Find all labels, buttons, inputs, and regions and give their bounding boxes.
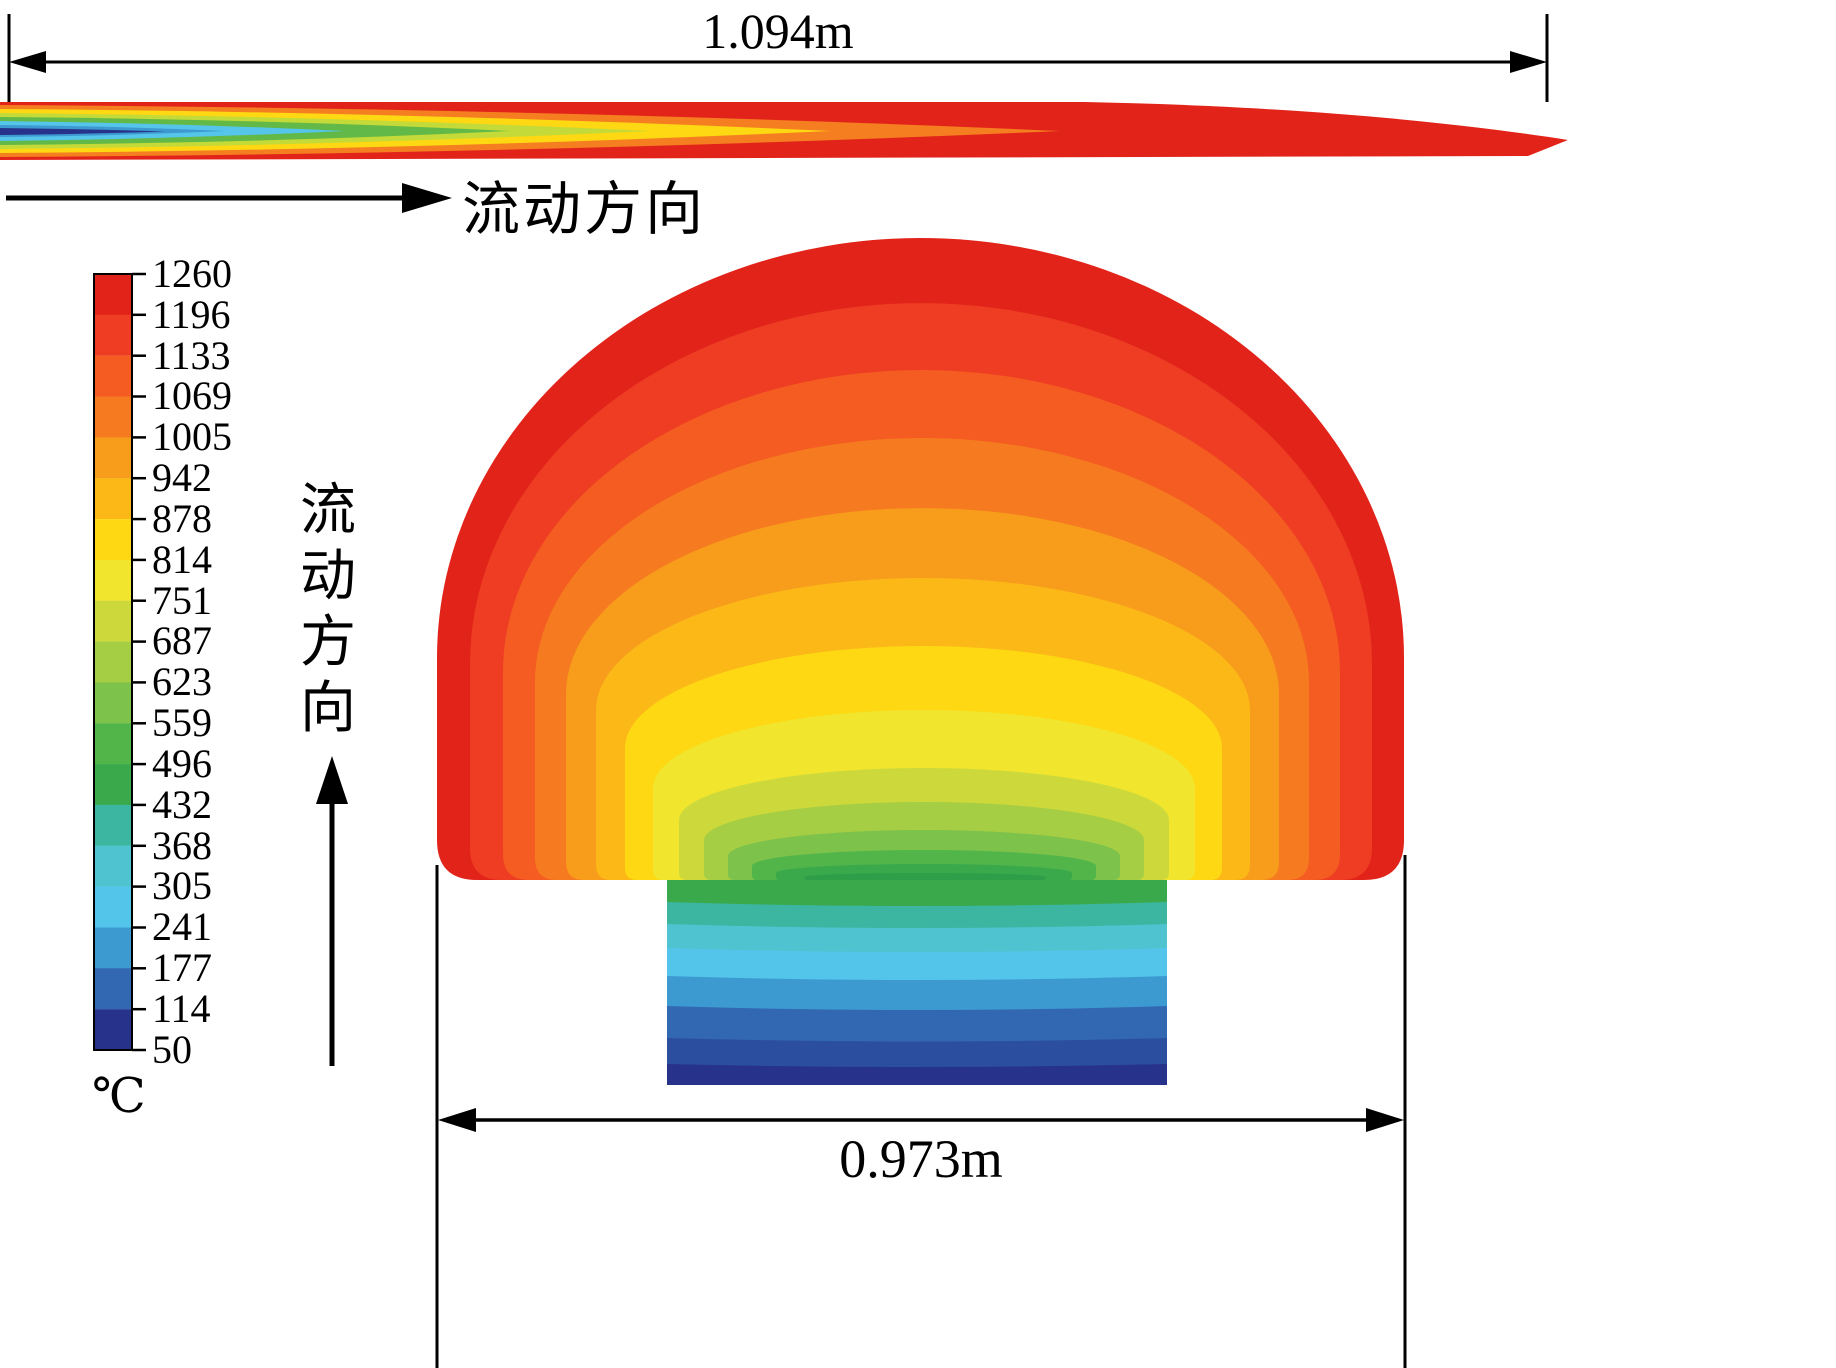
legend-tick-label: 751 [152,577,212,623]
arrowhead-right-icon [1366,1108,1404,1132]
legend-tick-label: 687 [152,618,212,664]
isotherm-band-13 [804,873,1046,880]
jet-layer-7 [0,128,165,135]
legend-band [94,519,132,561]
top-dimension-line [7,14,1549,102]
legend-tick-label: 50 [152,1026,192,1072]
legend-band [94,314,132,356]
flow-arrowhead-icon [402,183,452,213]
legend-tick-label: 559 [152,700,212,746]
legend-band [94,968,132,1010]
vertical-flow-char: 向 [300,678,356,740]
legend-band [94,641,132,683]
legend-tick-label: 496 [152,740,212,786]
legend-tick-label: 177 [152,945,212,991]
legend-tick-label: 114 [152,985,211,1031]
legend-band [94,764,132,806]
legend-band [94,274,132,315]
longitudinal-contour-strip [0,102,1568,160]
legend-tick-label: 1133 [152,332,231,378]
main-contour-plot [437,238,1404,1085]
legend-band [94,723,132,765]
horizontal-flow-label: 流动方向 [462,177,707,242]
legend-tick-label: 241 [152,904,212,950]
horizontal-flow-arrow [6,183,452,213]
legend-tick-label: 1260 [152,251,232,296]
legend-band [94,355,132,397]
legend-tick-label: 1196 [152,291,231,337]
vertical-flow-arrowhead-icon [316,756,348,804]
legend-band [94,437,132,479]
legend-unit-label: ℃ [92,1070,146,1123]
legend-tick-label: 814 [152,536,212,582]
legend-tick-label: 432 [152,781,212,827]
legend-band [94,845,132,887]
legend-border [93,273,133,1051]
arrowhead-left-icon [9,51,46,73]
bottom-dimension-label: 0.973m [839,1129,1003,1189]
arrowhead-left-icon [438,1108,476,1132]
legend-tick-labels: 1260 1196 1133 1069 1005 942 878 814 751… [152,254,292,1070]
legend-band [94,682,132,724]
legend-tick-label: 368 [152,822,212,868]
legend-tick-label: 1005 [152,414,232,460]
legend-tick-label: 1069 [152,373,232,419]
legend-tick-label: 305 [152,863,212,909]
legend-tick-label: 878 [152,495,212,541]
bottom-dimension-line [435,855,1407,1368]
arrowhead-right-icon [1510,51,1547,73]
stem-band-7 [667,1064,1167,1085]
vertical-flow-arrow [316,756,348,1066]
vertical-flow-label: 流 动 方 向 [294,478,362,742]
legend-band [94,804,132,846]
legend-band [94,396,132,438]
vertical-flow-char: 流 [300,480,356,542]
legend-band [94,600,132,642]
legend-band [94,927,132,969]
legend-tick-label: 942 [152,455,212,501]
legend-band [94,886,132,928]
legend-band [94,478,132,520]
vertical-flow-char: 动 [300,546,356,608]
top-dimension-label: 1.094m [702,3,854,59]
legend-colorbar [93,272,146,1052]
vertical-flow-char: 方 [300,612,356,674]
legend-band [94,1009,132,1050]
legend-tick-label: 623 [152,659,212,705]
legend-band [94,559,132,601]
